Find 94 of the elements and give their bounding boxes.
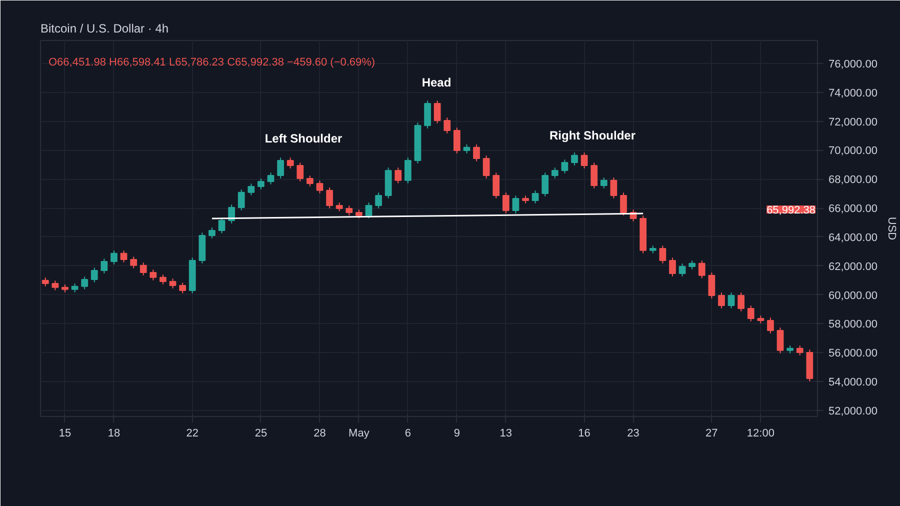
candlestick <box>434 100 441 124</box>
candlestick <box>258 178 264 190</box>
candlestick <box>444 117 451 134</box>
candlestick <box>110 250 118 265</box>
candlestick <box>120 250 128 263</box>
candlestick <box>306 175 314 187</box>
candlestick <box>738 292 745 312</box>
candlestick <box>365 202 372 219</box>
annotation: 65,992.38 <box>766 204 816 216</box>
y-tick-label: 60,000.00 <box>828 290 878 302</box>
candlestick <box>228 204 236 224</box>
candlestick <box>424 100 431 129</box>
candlestick <box>620 192 627 216</box>
candlestick <box>100 258 108 274</box>
x-tick-label: 9 <box>454 428 460 440</box>
candlestick <box>277 157 284 179</box>
candlestick <box>150 269 157 281</box>
y-axis-title: USD <box>885 216 898 240</box>
candlestick <box>52 280 59 291</box>
x-tick-label: 23 <box>627 428 640 440</box>
candlestick <box>326 187 333 209</box>
annotation: Right Shoulder <box>550 128 636 142</box>
candlestick <box>404 157 412 184</box>
y-tick-label: 64,000.00 <box>828 232 878 244</box>
candlestick <box>179 282 186 294</box>
candlestick <box>698 260 706 279</box>
candlestick <box>248 183 255 196</box>
x-tick-label: 18 <box>108 428 120 440</box>
candlestick <box>160 274 166 285</box>
chart-title: Bitcoin / U.S. Dollar · 4h <box>40 22 169 36</box>
candlestick <box>542 172 549 197</box>
candlestick <box>296 162 304 182</box>
candlestick <box>776 327 784 354</box>
candlestick <box>375 192 382 209</box>
candlestick <box>571 152 578 166</box>
candlestick <box>561 159 568 174</box>
x-tick-label: 22 <box>186 428 199 440</box>
candlestick <box>90 267 98 283</box>
annotation: O66,451.98 H66,598.41 L65,786.23 C65,992.38 −459.60 (−0.69%) <box>48 56 376 68</box>
y-tick-label: 52,000.00 <box>828 405 878 418</box>
candlestick <box>678 263 686 277</box>
candlestick <box>610 177 618 199</box>
x-tick-label: 12:00 <box>746 428 774 440</box>
candlestick <box>551 167 558 179</box>
candlestick <box>267 172 274 185</box>
candlestick <box>238 189 245 211</box>
x-tick-label: 15 <box>58 428 72 440</box>
candlestick <box>316 180 324 194</box>
annotation: Head <box>422 76 452 90</box>
candlestick <box>169 278 176 289</box>
candlestick <box>473 144 480 162</box>
y-tick-label: 68,000.00 <box>828 174 878 186</box>
candlestick <box>600 177 608 189</box>
candlestick <box>796 345 804 356</box>
x-tick-label: 13 <box>500 428 512 440</box>
candlestick <box>218 217 226 234</box>
candlestick <box>532 190 539 204</box>
annotation: Left Shoulder <box>264 132 342 146</box>
candlestick <box>580 152 588 169</box>
x-tick-label: 16 <box>578 428 590 440</box>
candlestick <box>747 305 754 322</box>
y-tick-label: 66,000.00 <box>828 203 878 216</box>
candlestick <box>718 292 725 309</box>
candlestick <box>81 276 88 290</box>
y-tick-label: 74,000.00 <box>828 87 878 100</box>
candlestick <box>286 157 294 169</box>
x-tick-label: 28 <box>314 428 326 440</box>
y-tick-label: 56,000.00 <box>828 348 878 360</box>
y-tick-label: 54,000.00 <box>828 376 878 389</box>
candlestick <box>590 162 598 189</box>
candlestick <box>394 167 402 184</box>
y-tick-label: 70,000.00 <box>828 145 878 158</box>
y-tick-label: 76,000.00 <box>828 58 878 70</box>
candlestick <box>708 272 716 299</box>
candlestick <box>669 257 676 277</box>
candlestick <box>767 317 774 334</box>
candlestick <box>140 262 147 276</box>
y-tick-label: 58,000.00 <box>828 318 878 331</box>
candlestick <box>130 256 138 269</box>
candlestick <box>512 195 520 214</box>
candlestick <box>492 172 500 199</box>
x-tick-label: May <box>348 428 370 440</box>
candlestick <box>453 127 460 154</box>
x-tick-label: 25 <box>254 428 268 440</box>
x-tick-label: 6 <box>404 428 411 440</box>
candlestick <box>659 245 666 264</box>
y-tick-label: 62,000.00 <box>828 260 878 273</box>
candlestick <box>482 155 490 179</box>
candlestick <box>208 227 216 239</box>
candlestick <box>728 292 735 309</box>
y-tick-label: 72,000.00 <box>828 116 878 128</box>
x-tick-label: 27 <box>706 428 718 440</box>
candlestick <box>502 192 510 214</box>
candlestick <box>346 205 353 216</box>
